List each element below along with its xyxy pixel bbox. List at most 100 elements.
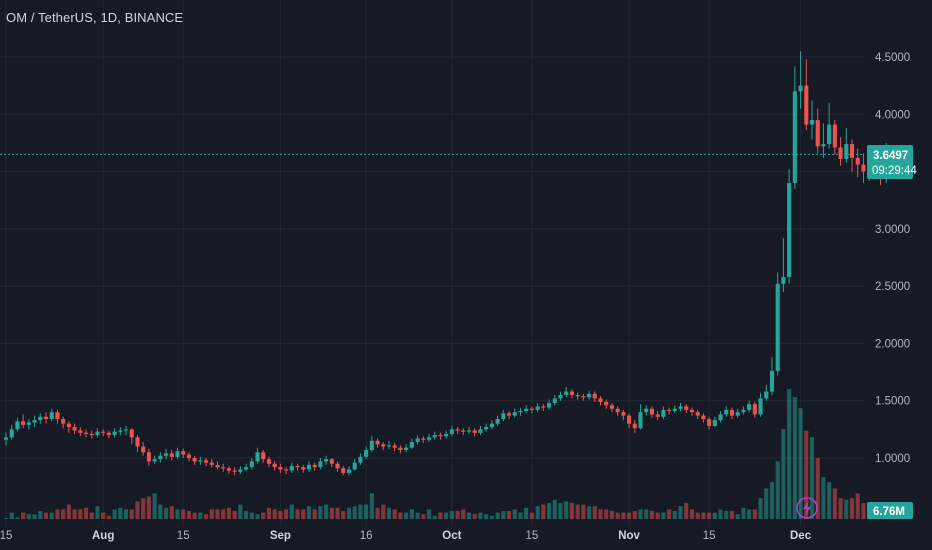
candle (238, 466, 243, 475)
candle (346, 466, 352, 476)
volume-bar (38, 510, 43, 519)
candle (158, 452, 163, 463)
volume-bar (198, 512, 203, 519)
candle (472, 428, 477, 437)
volume-bar (169, 506, 174, 519)
candle (558, 391, 563, 401)
candle-body (775, 283, 780, 371)
candle-body (386, 445, 392, 447)
candle (541, 404, 546, 412)
volume-bar (524, 507, 529, 519)
volume-bar (449, 510, 454, 519)
volume-bar (581, 504, 586, 519)
candle-body (198, 460, 203, 462)
candle (644, 405, 649, 416)
candle-body (95, 431, 100, 436)
candle-body (587, 393, 592, 398)
candle-body (569, 391, 574, 395)
candle (95, 428, 100, 438)
price-tick-label: 3.0000 (875, 224, 910, 236)
volume-bar (707, 512, 712, 519)
volume-bar (112, 509, 117, 519)
volume-bar (489, 515, 494, 519)
candle-body (581, 396, 586, 398)
volume-bar (587, 506, 592, 519)
volume-bar (123, 509, 129, 519)
lightning-icon[interactable] (796, 497, 818, 519)
candle (758, 392, 763, 417)
volume-bar (32, 514, 37, 519)
candle-body (272, 463, 277, 468)
candle (495, 415, 500, 426)
candle (689, 407, 695, 416)
candle-body (432, 435, 437, 438)
candle-body (701, 415, 706, 420)
volume-bar (815, 458, 820, 519)
candle-body (455, 429, 460, 431)
volume-bar (284, 509, 289, 519)
candle (123, 425, 129, 436)
candle-body (707, 419, 712, 426)
candle-body (89, 433, 94, 436)
last-price-badge: 3.6497 09:29:44 (867, 145, 917, 179)
volume-bar (861, 502, 866, 519)
volume-bar (392, 509, 397, 519)
candle-body (209, 462, 214, 465)
volume-bar (849, 498, 855, 519)
candle (318, 458, 323, 470)
candle (312, 462, 317, 471)
volume-bar (43, 512, 49, 519)
candle-body (735, 412, 740, 416)
candle (26, 419, 31, 430)
volume-bar (455, 510, 460, 519)
candle (369, 436, 374, 453)
candle (798, 51, 803, 109)
time-axis[interactable]: 15 Aug 15 Sep 16 Oct 15 Nov 15 Dec (0, 530, 812, 542)
candle (221, 463, 226, 472)
price-axis[interactable]: 4.50004.00003.50003.00002.50002.00001.50… (875, 52, 910, 465)
candle (129, 428, 134, 445)
candle (278, 463, 283, 473)
candle-body (129, 429, 134, 438)
volume-bar (181, 509, 186, 519)
candle-body (444, 433, 449, 437)
volume-bar (609, 510, 614, 519)
candle-body (655, 414, 660, 417)
candle (261, 449, 266, 463)
candle-body (49, 412, 54, 420)
candle (455, 427, 460, 434)
candle (404, 444, 409, 453)
candle (855, 148, 860, 178)
volume-bar (844, 499, 849, 519)
volume-bar (221, 509, 226, 519)
candle (747, 400, 752, 413)
candle-body (375, 440, 380, 445)
candle-body (163, 453, 169, 456)
candle (101, 429, 106, 437)
volume-bar (163, 507, 169, 519)
candle (575, 392, 580, 400)
volume-bar (809, 437, 815, 519)
candle (9, 424, 14, 440)
candle-body (604, 401, 609, 406)
volume-bar (769, 482, 775, 519)
volume-bar (324, 504, 329, 519)
candle-body (461, 430, 466, 432)
candle (535, 403, 540, 413)
candle (564, 386, 569, 398)
candle-body (204, 460, 209, 463)
volume-bar (249, 512, 254, 519)
candle-body (221, 467, 226, 469)
candle-body (781, 276, 786, 284)
volume-bar (135, 501, 140, 519)
volume-bar (49, 512, 54, 519)
candle (3, 432, 9, 446)
candle-body (695, 412, 700, 416)
candle-body (324, 459, 329, 462)
candle-body (295, 466, 300, 468)
candle-body (747, 404, 752, 410)
candle (621, 409, 626, 421)
time-tick-label: Sep (270, 530, 291, 542)
candle (672, 405, 677, 414)
